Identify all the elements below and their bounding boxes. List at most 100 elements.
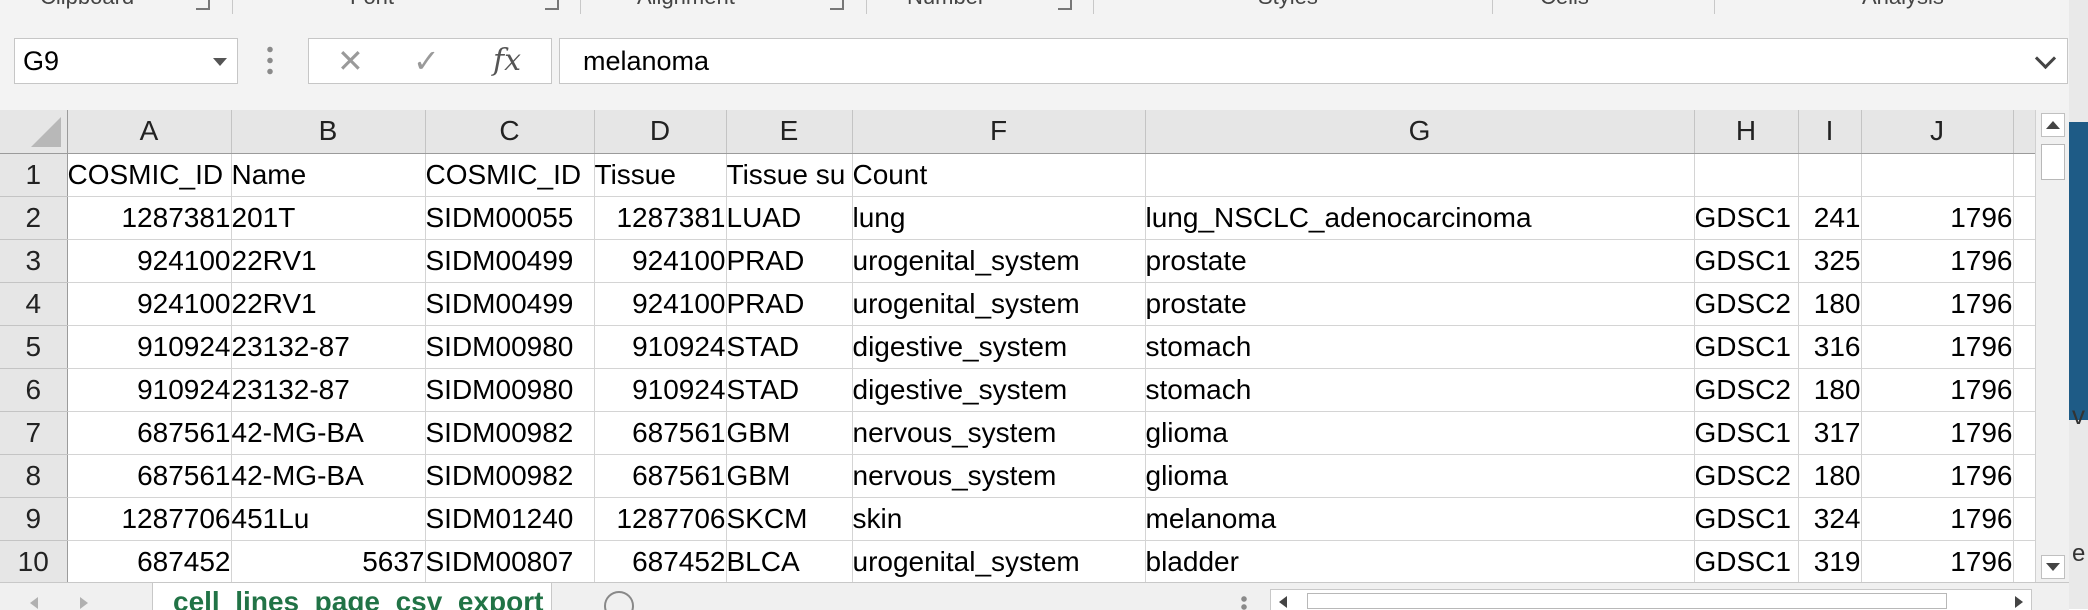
cell-b10[interactable]: 5637 [231,540,426,584]
cell-h10[interactable]: GDSC1 [1694,540,1799,584]
cell-d1[interactable]: Tissue [594,153,727,197]
cell-c4[interactable]: SIDM00499 [425,282,595,326]
cell-e1[interactable]: Tissue su [726,153,853,197]
cell-d4[interactable]: 924100 [594,282,727,326]
cell-f1[interactable]: Count [852,153,1146,197]
cell-i1[interactable] [1798,153,1862,197]
cell-g8[interactable]: glioma [1145,454,1695,498]
clipboard-launcher-icon[interactable] [196,0,210,10]
column-header-d[interactable]: D [594,110,727,154]
cell-d3[interactable]: 924100 [594,239,727,283]
cell-i5[interactable]: 316 [1798,325,1862,369]
cell-e4[interactable]: PRAD [726,282,853,326]
cell-f4[interactable]: urogenital_system [852,282,1146,326]
cell-a2[interactable]: 1287381 [67,196,232,240]
scroll-left-icon[interactable] [1279,596,1287,608]
cell-a6[interactable]: 910924 [67,368,232,412]
expand-formula-bar-icon[interactable] [2034,47,2057,70]
cell-i8[interactable]: 180 [1798,454,1862,498]
cell-a4[interactable]: 924100 [67,282,232,326]
column-header-c[interactable]: C [425,110,595,154]
cell-f7[interactable]: nervous_system [852,411,1146,455]
cell-d9[interactable]: 1287706 [594,497,727,541]
vertical-scrollbar[interactable] [2035,110,2070,582]
column-header-g[interactable]: G [1145,110,1695,154]
cell-c3[interactable]: SIDM00499 [425,239,595,283]
cell-a10[interactable]: 687452 [67,540,232,584]
cell-j6[interactable]: 1796 [1861,368,2014,412]
column-header-b[interactable]: B [231,110,426,154]
row-header[interactable]: 10 [0,540,68,584]
horizontal-scroll-thumb[interactable] [1307,593,1947,609]
cell-b8[interactable]: 42-MG-BA [231,454,426,498]
cell-j1[interactable] [1861,153,2014,197]
cell-h4[interactable]: GDSC2 [1694,282,1799,326]
cell-f9[interactable]: skin [852,497,1146,541]
cell-j9[interactable]: 1796 [1861,497,2014,541]
cell-g9[interactable]: melanoma [1145,497,1695,541]
cell-b3[interactable]: 22RV1 [231,239,426,283]
column-header-f[interactable]: F [852,110,1146,154]
cell-f8[interactable]: nervous_system [852,454,1146,498]
cell-c2[interactable]: SIDM00055 [425,196,595,240]
cell-d10[interactable]: 687452 [594,540,727,584]
name-box[interactable]: G9 [14,38,238,84]
cell-h5[interactable]: GDSC1 [1694,325,1799,369]
cell-b7[interactable]: 42-MG-BA [231,411,426,455]
row-header[interactable]: 5 [0,325,68,369]
cell-g10[interactable]: bladder [1145,540,1695,584]
cell-e8[interactable]: GBM [726,454,853,498]
cell-c7[interactable]: SIDM00982 [425,411,595,455]
scroll-down-icon[interactable] [2041,555,2065,579]
cell-b9[interactable]: 451Lu [231,497,426,541]
cell-e10[interactable]: BLCA [726,540,853,584]
cell-a3[interactable]: 924100 [67,239,232,283]
row-header[interactable]: 1 [0,153,68,197]
cell-g1[interactable] [1145,153,1695,197]
font-launcher-icon[interactable] [545,0,559,10]
cell-h1[interactable] [1694,153,1799,197]
formula-bar-resize-handle[interactable] [267,44,273,78]
cell-c10[interactable]: SIDM00807 [425,540,595,584]
cell-d5[interactable]: 910924 [594,325,727,369]
horizontal-scrollbar[interactable] [1270,589,2032,610]
cell-b6[interactable]: 23132-87 [231,368,426,412]
cell-a8[interactable]: 687561 [67,454,232,498]
cell-e2[interactable]: LUAD [726,196,853,240]
cell-i6[interactable]: 180 [1798,368,1862,412]
cell-h6[interactable]: GDSC2 [1694,368,1799,412]
cell-j7[interactable]: 1796 [1861,411,2014,455]
column-header-e[interactable]: E [726,110,853,154]
cell-a5[interactable]: 910924 [67,325,232,369]
column-header-i[interactable]: I [1798,110,1862,154]
cancel-icon[interactable]: ✕ [337,43,364,79]
cell-h8[interactable]: GDSC2 [1694,454,1799,498]
cell-b5[interactable]: 23132-87 [231,325,426,369]
cell-f2[interactable]: lung [852,196,1146,240]
previous-sheet-icon[interactable] [30,597,38,609]
tab-area-resize-handle[interactable] [1241,595,1247,610]
cell-d8[interactable]: 687561 [594,454,727,498]
cell-c5[interactable]: SIDM00980 [425,325,595,369]
cell-d2[interactable]: 1287381 [594,196,727,240]
cell-a9[interactable]: 1287706 [67,497,232,541]
cell-a7[interactable]: 687561 [67,411,232,455]
select-all-corner[interactable] [0,110,68,154]
cell-f3[interactable]: urogenital_system [852,239,1146,283]
cell-g7[interactable]: glioma [1145,411,1695,455]
cell-i2[interactable]: 241 [1798,196,1862,240]
cell-g5[interactable]: stomach [1145,325,1695,369]
row-header[interactable]: 7 [0,411,68,455]
alignment-launcher-icon[interactable] [830,0,844,10]
cell-c6[interactable]: SIDM00980 [425,368,595,412]
insert-function-icon[interactable]: fx [493,43,522,78]
next-sheet-icon[interactable] [80,597,88,609]
column-header-h[interactable]: H [1694,110,1799,154]
row-header[interactable]: 2 [0,196,68,240]
cell-c9[interactable]: SIDM01240 [425,497,595,541]
cell-h7[interactable]: GDSC1 [1694,411,1799,455]
cell-i7[interactable]: 317 [1798,411,1862,455]
cell-i3[interactable]: 325 [1798,239,1862,283]
cell-c8[interactable]: SIDM00982 [425,454,595,498]
sheet-tab-active[interactable]: cell_lines_page_csv_export [152,583,552,610]
